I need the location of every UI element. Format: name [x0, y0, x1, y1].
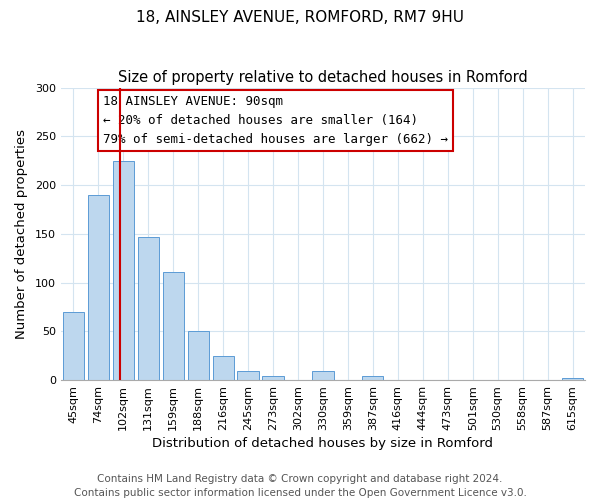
- Bar: [238, 372, 259, 380]
- Bar: [113, 160, 134, 380]
- X-axis label: Distribution of detached houses by size in Romford: Distribution of detached houses by size …: [152, 437, 493, 450]
- Bar: [188, 332, 209, 380]
- Bar: [163, 272, 184, 380]
- Bar: [88, 195, 109, 380]
- Text: 18, AINSLEY AVENUE, ROMFORD, RM7 9HU: 18, AINSLEY AVENUE, ROMFORD, RM7 9HU: [136, 10, 464, 25]
- Text: Contains HM Land Registry data © Crown copyright and database right 2024.
Contai: Contains HM Land Registry data © Crown c…: [74, 474, 526, 498]
- Bar: [137, 236, 159, 380]
- Bar: [562, 378, 583, 380]
- Bar: [262, 376, 284, 380]
- Bar: [313, 372, 334, 380]
- Bar: [212, 356, 234, 380]
- Bar: [362, 376, 383, 380]
- Y-axis label: Number of detached properties: Number of detached properties: [15, 129, 28, 339]
- Title: Size of property relative to detached houses in Romford: Size of property relative to detached ho…: [118, 70, 528, 85]
- Bar: [63, 312, 84, 380]
- Text: 18 AINSLEY AVENUE: 90sqm
← 20% of detached houses are smaller (164)
79% of semi-: 18 AINSLEY AVENUE: 90sqm ← 20% of detach…: [103, 95, 448, 146]
